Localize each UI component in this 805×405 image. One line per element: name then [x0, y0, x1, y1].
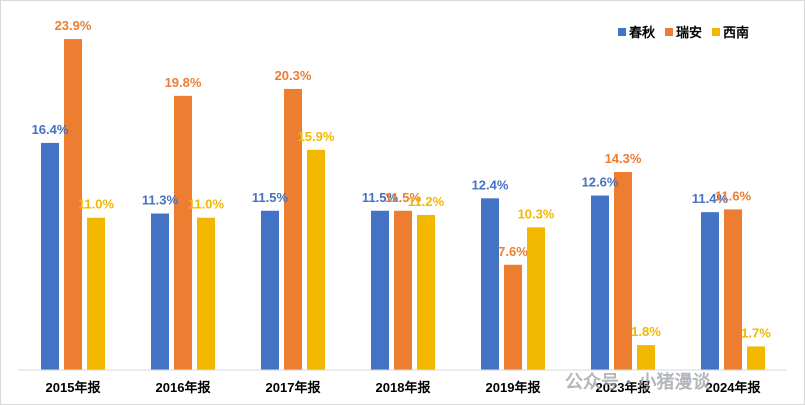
data-label-西南-2023年报: 1.8% — [631, 324, 661, 339]
legend-swatch-春秋 — [618, 28, 626, 36]
x-tick-label-2023年报: 2023年报 — [596, 380, 652, 395]
legend: 春秋 瑞安 西南 — [618, 25, 749, 41]
data-label-瑞安-2017年报: 20.3% — [275, 68, 312, 83]
legend-swatch-西南 — [712, 28, 720, 36]
bar-西南-2017年报 — [307, 149, 325, 370]
data-label-瑞安-2019年报: 7.6% — [498, 244, 528, 259]
bar-春秋-2018年报 — [371, 210, 389, 370]
bar-西南-2023年报 — [637, 345, 655, 370]
bar-瑞安-2017年报 — [284, 88, 302, 370]
x-tick-label-2017年报: 2017年报 — [266, 380, 322, 395]
bar-春秋-2019年报 — [481, 198, 499, 370]
data-label-西南-2019年报: 10.3% — [518, 206, 555, 221]
x-tick-label-2015年报: 2015年报 — [46, 380, 102, 395]
data-label-瑞安-2018年报: 11.5% — [385, 190, 422, 205]
bar-瑞安-2019年报 — [504, 264, 522, 370]
bar-西南-2018年报 — [417, 214, 435, 370]
bar-瑞安-2015年报 — [64, 39, 82, 370]
data-label-西南-2018年报: 11.2% — [408, 194, 445, 209]
data-label-西南-2017年报: 15.9% — [298, 129, 335, 144]
bar-瑞安-2023年报 — [614, 172, 632, 370]
bar-春秋-2023年报 — [591, 195, 609, 370]
data-label-春秋-2023年报: 12.6% — [582, 175, 619, 190]
legend-label-春秋: 春秋 — [628, 25, 656, 41]
data-label-瑞安-2015年报: 23.9% — [55, 18, 92, 33]
bar-春秋-2016年报 — [151, 213, 169, 370]
bar-西南-2016年报 — [197, 217, 215, 370]
data-label-春秋-2024年报: 11.4% — [692, 191, 729, 206]
legend-swatch-瑞安 — [665, 28, 673, 36]
watermark-text: 公众号 · 小猪漫谈 — [565, 371, 711, 393]
x-axis-ticks: 2015年报 2016年报 2017年报 2018年报 2019年报 2023年报 2024… — [46, 380, 762, 395]
bar-西南-2015年报 — [87, 217, 105, 370]
data-label-瑞安-2024年报: 11.6% — [715, 188, 752, 203]
data-label-春秋-2015年报: 16.4% — [32, 122, 69, 137]
data-label-西南-2015年报: 11.0% — [78, 197, 115, 212]
x-tick-label-2016年报: 2016年报 — [156, 380, 212, 395]
data-label-春秋-2016年报: 11.3% — [142, 193, 179, 208]
data-label-瑞安-2023年报: 14.3% — [605, 151, 642, 166]
data-labels: 16.4% 23.9% 11.0% 11.3% 19.8% 11.0% 11.5% 20.3%… — [32, 18, 772, 340]
x-tick-label-2018年报: 2018年报 — [376, 380, 432, 395]
data-label-春秋-2019年报: 12.4% — [472, 177, 509, 192]
bar-春秋-2024年报 — [701, 212, 719, 370]
bar-瑞安-2016年报 — [174, 95, 192, 370]
bar-西南-2019年报 — [527, 227, 545, 370]
x-tick-label-2019年报: 2019年报 — [486, 380, 542, 395]
data-label-西南-2016年报: 11.0% — [188, 197, 225, 212]
x-tick-label-2024年报: 2024年报 — [706, 380, 762, 395]
legend-label-西南: 西南 — [723, 25, 749, 41]
data-label-春秋-2018年报: 11.5% — [362, 190, 399, 205]
bar-瑞安-2018年报 — [394, 210, 412, 370]
bars — [41, 39, 765, 370]
bar-西南-2024年报 — [747, 346, 765, 370]
data-label-春秋-2017年报: 11.5% — [252, 190, 289, 205]
data-label-瑞安-2016年报: 19.8% — [165, 75, 202, 90]
data-label-西南-2024年报: 1.7% — [741, 325, 771, 340]
bar-瑞安-2024年报 — [724, 209, 742, 370]
bar-春秋-2015年报 — [41, 142, 59, 370]
legend-label-瑞安: 瑞安 — [676, 25, 702, 41]
bar-春秋-2017年报 — [261, 210, 279, 370]
